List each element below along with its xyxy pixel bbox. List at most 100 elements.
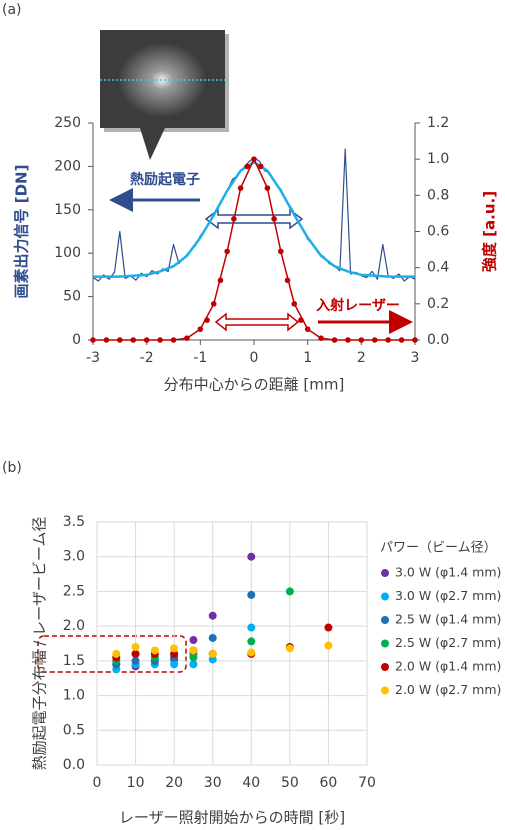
data-point: [208, 649, 217, 658]
legend-label: 3.0 W (φ1.4 mm): [395, 565, 501, 580]
y-tick-label: 150: [54, 202, 81, 218]
data-point: [143, 337, 150, 343]
x-tick-label: -2: [140, 350, 154, 366]
data-point: [304, 326, 311, 332]
data-point: [247, 648, 256, 657]
x-tick-label: 60: [320, 775, 338, 791]
y-tick-label: 100: [54, 245, 81, 261]
data-point: [170, 644, 179, 653]
y-tick-label: 200: [54, 158, 81, 174]
y2-tick-label: 0.0: [427, 332, 449, 348]
data-point: [224, 248, 230, 255]
data-point: [385, 337, 391, 343]
data-point: [217, 277, 224, 284]
data-line: [93, 160, 415, 278]
y2-tick-label: 0.4: [427, 260, 449, 276]
x-tick-label: 2: [357, 350, 366, 366]
data-point: [231, 216, 237, 222]
legend-marker: [381, 686, 389, 695]
plot-frame: [96, 521, 368, 766]
data-point: [247, 552, 256, 561]
data-point: [244, 163, 251, 170]
y2-tick-label: 0.2: [427, 296, 449, 312]
x-tick-label: 50: [281, 775, 299, 791]
data-point: [208, 611, 217, 620]
highlight-box: [37, 635, 187, 673]
annotation: 入射レーザー: [316, 297, 400, 314]
data-point: [247, 637, 256, 646]
data-point: [208, 655, 217, 664]
x-axis-title: レーザー照射開始からの時間 [秒]: [119, 809, 345, 827]
panel-label: (b): [2, 460, 22, 476]
data-point: [251, 156, 257, 162]
data-point: [291, 301, 298, 307]
data-point: [112, 649, 121, 658]
y-axis-title: 画素出力信号 [DN]: [13, 165, 31, 299]
data-point: [331, 337, 338, 343]
data-point: [318, 335, 324, 341]
data-point: [197, 326, 204, 332]
y-tick-label: 2.5: [63, 583, 85, 599]
y-tick-label: 50: [63, 289, 81, 305]
x-tick-label: -3: [86, 350, 100, 366]
data-point: [278, 248, 284, 255]
y-tick-label: 1.5: [63, 653, 85, 669]
data-point: [257, 163, 264, 170]
legend-marker: [381, 663, 389, 671]
data-point: [131, 656, 140, 665]
data-point: [210, 301, 217, 307]
y-tick-label: 2.0: [63, 618, 85, 634]
y-tick-label: 0.5: [63, 722, 85, 738]
legend-label: 3.0 W (φ2.7 mm): [395, 588, 501, 603]
x-tick-label: 40: [242, 775, 260, 791]
data-point: [189, 646, 198, 655]
y2-tick-label: 1.0: [427, 151, 449, 167]
x-tick-label: -1: [193, 350, 207, 366]
data-point: [208, 633, 217, 642]
data-point: [358, 337, 365, 343]
data-point: [247, 623, 256, 632]
legend-marker: [381, 639, 389, 648]
inset-image: [100, 30, 229, 160]
data-point: [189, 660, 198, 669]
data-point: [271, 216, 277, 222]
data-point: [398, 337, 405, 343]
x-tick-label: 3: [411, 350, 420, 366]
y-axis-title: 熱励起電子分布幅 / レーザービーム径: [31, 517, 49, 771]
data-point: [130, 337, 137, 343]
annotation: 熱励起電子: [130, 171, 200, 188]
data-point: [189, 636, 198, 645]
data-point: [345, 337, 351, 343]
legend-marker: [381, 569, 389, 577]
legend-label: 2.5 W (φ1.4 mm): [395, 612, 501, 627]
y2-tick-label: 1.2: [427, 115, 449, 131]
data-point: [371, 337, 378, 343]
data-point: [189, 653, 198, 662]
y-tick-label: 0.0: [63, 757, 85, 773]
data-point: [264, 185, 271, 191]
data-point: [285, 587, 294, 596]
data-point: [204, 317, 210, 323]
y-tick-label: 3.5: [63, 514, 85, 530]
data-point: [170, 660, 179, 669]
width-arrow: [204, 208, 304, 230]
x-tick-label: 1: [303, 350, 312, 366]
y2-axis-title: 強度 [a.u.]: [481, 191, 499, 272]
x-tick-label: 70: [358, 775, 376, 791]
y2-tick-label: 0.8: [427, 187, 449, 203]
width-arrow: [214, 312, 300, 332]
x-tick-label: 20: [165, 775, 183, 791]
legend-marker: [381, 616, 389, 624]
data-point: [103, 337, 110, 343]
y-tick-label: 250: [54, 115, 81, 131]
legend-marker: [381, 592, 389, 601]
x-tick-label: 10: [127, 775, 145, 791]
data-point: [298, 317, 304, 323]
y-tick-label: 1.0: [63, 688, 85, 704]
y-tick-label: 0: [72, 332, 81, 348]
data-point: [90, 337, 96, 343]
data-point: [324, 623, 333, 632]
x-axis-title: 分布中心からの距離 [mm]: [164, 376, 345, 394]
x-tick-label: 0: [93, 775, 102, 791]
